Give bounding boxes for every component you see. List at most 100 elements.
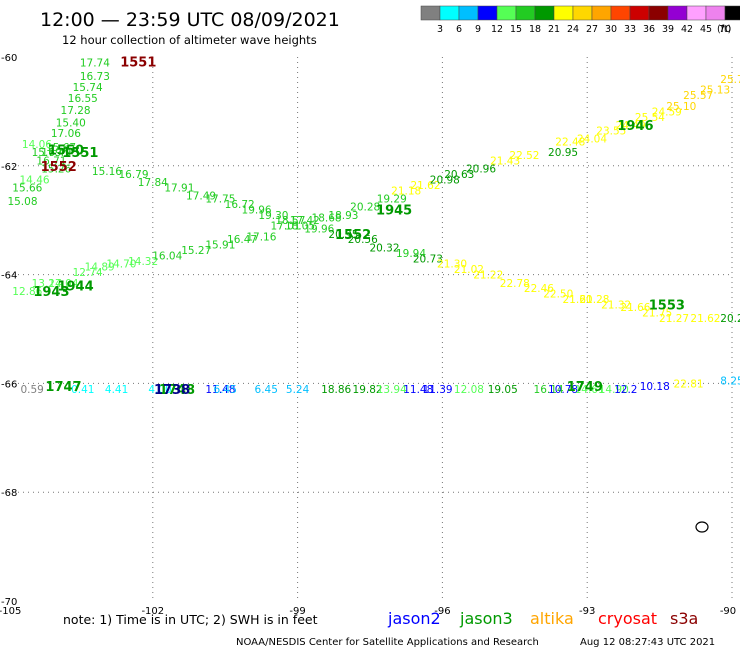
wave-height-label: 16.73 [80, 71, 110, 83]
satellite-legend-altika: altika [530, 609, 574, 628]
time-label: 1552 [41, 160, 77, 175]
time-label: 1749 [567, 380, 603, 395]
time-label: 1945 [376, 203, 412, 218]
y-tick-label: -68 [1, 488, 17, 499]
wave-height-label: 20.2 [720, 313, 740, 325]
wave-height-label: 18.93 [328, 210, 358, 222]
island-outline [695, 521, 709, 533]
colorbar-level-label: 15 [510, 24, 522, 35]
wave-height-label: 20.32 [369, 242, 399, 254]
wave-height-label: 12.86 [12, 286, 42, 298]
wave-height-label: 18.05 [285, 221, 315, 233]
time-label: 1738 [154, 383, 190, 398]
wave-height-label: 22.50 [543, 289, 573, 301]
wave-height-label: 21.32 [601, 300, 631, 312]
time-label: 1944 [57, 279, 93, 294]
satellite-legend-cryosat: cryosat [598, 609, 657, 628]
colorbar-swatch [648, 5, 669, 21]
wave-height-label: 21.60 [563, 294, 593, 306]
wave-height-label: 11.48 [403, 384, 433, 396]
wave-height-label: 14.06 [22, 139, 52, 151]
wave-height-label: 17.28 [61, 105, 91, 117]
wave-height-label: 4.00 [148, 384, 171, 396]
colorbar-swatch [572, 5, 593, 21]
wave-height-label: 25.7 [720, 74, 740, 86]
wave-height-label: 17.49 [41, 147, 71, 159]
wave-height-label: 17.49 [186, 191, 216, 203]
time-label: 1550 [48, 143, 84, 158]
wave-height-label: 23.55 [596, 125, 626, 137]
wave-height-label: 19.82 [353, 384, 383, 396]
y-tick-label: -62 [1, 162, 17, 173]
wave-height-label: 15.91 [205, 240, 235, 252]
wave-height-label: 21.62 [690, 313, 720, 325]
time-label: 1946 [617, 119, 653, 134]
wave-height-label: 14.89 [85, 261, 115, 273]
colorbar-swatch [458, 5, 479, 21]
wave-height-label: 17.42 [290, 215, 320, 227]
colorbar-swatch [591, 5, 612, 21]
wave-height-label: 25.13 [700, 85, 730, 97]
colorbar-level-label: 36 [643, 24, 655, 35]
wave-height-label: 16.14 [534, 384, 564, 396]
time-label: 1943 [33, 285, 69, 300]
wave-height-label: 20.56 [348, 234, 378, 246]
colorbar-level-label: 21 [548, 24, 560, 35]
wave-height-label: 17.16 [246, 232, 276, 244]
wave-height-label: 15.08 [7, 196, 37, 208]
wave-height-label: 10.78 [548, 384, 578, 396]
wave-height-label: 0.59 [20, 384, 43, 396]
colorbar-level-label: 39 [662, 24, 674, 35]
colorbar-swatch [420, 5, 441, 21]
wave-height-label: 12.08 [454, 384, 484, 396]
colorbar-level-label: 70 [719, 24, 731, 35]
wave-height-label: 15.74 [73, 82, 103, 94]
wave-height-label: 20.28 [350, 202, 380, 214]
wave-height-label: 21.62 [410, 180, 440, 192]
wave-height-label: 0.41 [71, 384, 94, 396]
x-tick-label: -96 [434, 606, 450, 617]
wave-height-label: 17.75 [205, 193, 235, 205]
wave-height-label: 22.78 [500, 278, 530, 290]
wave-height-label: 17.84 [138, 177, 168, 189]
colorbar-unit: (ft) [717, 24, 731, 35]
x-tick-label: -90 [720, 606, 736, 617]
wave-height-label: 18.86 [321, 384, 351, 396]
wave-height-label: 11.39 [423, 384, 453, 396]
colorbar-level-label: 27 [586, 24, 598, 35]
x-tick-label: -105 [0, 606, 21, 617]
wave-height-label: 15.66 [12, 183, 42, 195]
wave-height-label: 15.26 [41, 164, 71, 176]
wave-height-label: 15.27 [181, 245, 211, 257]
wave-height-label: 15.69 [32, 147, 62, 159]
colorbar: 3 6 9 12 15 18 21 24 27 30 33 36 39 42 45 70(ft) [420, 5, 740, 35]
colorbar-swatch [477, 5, 498, 21]
colorbar-swatch [610, 5, 631, 21]
wave-height-label: 25.57 [683, 90, 713, 102]
time-labels: 1551155015511552194515521946194319441553… [33, 55, 685, 397]
wave-height-label: 15.16 [92, 166, 122, 178]
wave-height-label: 14.04 [48, 278, 78, 290]
wave-height-label: 21.43 [490, 155, 520, 167]
colorbar-level-label: 24 [567, 24, 579, 35]
footer-credit: NOAA/NESDIS Center for Satellite Applica… [236, 637, 539, 648]
satellite-legend: jason2 jason3 altika cryosat s3a [387, 609, 698, 628]
colorbar-swatch [534, 5, 555, 21]
colorbar-level-label: 12 [491, 24, 503, 35]
wave-height-label: 21.30 [437, 259, 467, 271]
colorbar-swatch [496, 5, 517, 21]
wave-height-label: 6.45 [255, 384, 278, 396]
time-label: 1551 [120, 55, 156, 70]
wave-height-label: 13.94 [377, 384, 407, 396]
wave-height-label: 16.04 [152, 251, 182, 263]
wave-height-label: 22.48 [555, 136, 585, 148]
y-tick-label: -70 [1, 597, 17, 608]
grid [8, 57, 733, 601]
satellite-legend-jason3: jason3 [459, 609, 513, 628]
colorbar-level-label: 30 [605, 24, 617, 35]
wave-height-label: 15.40 [56, 117, 86, 129]
wave-height-label: 15.67 [46, 142, 76, 154]
wave-height-label: 22.46 [524, 283, 554, 295]
